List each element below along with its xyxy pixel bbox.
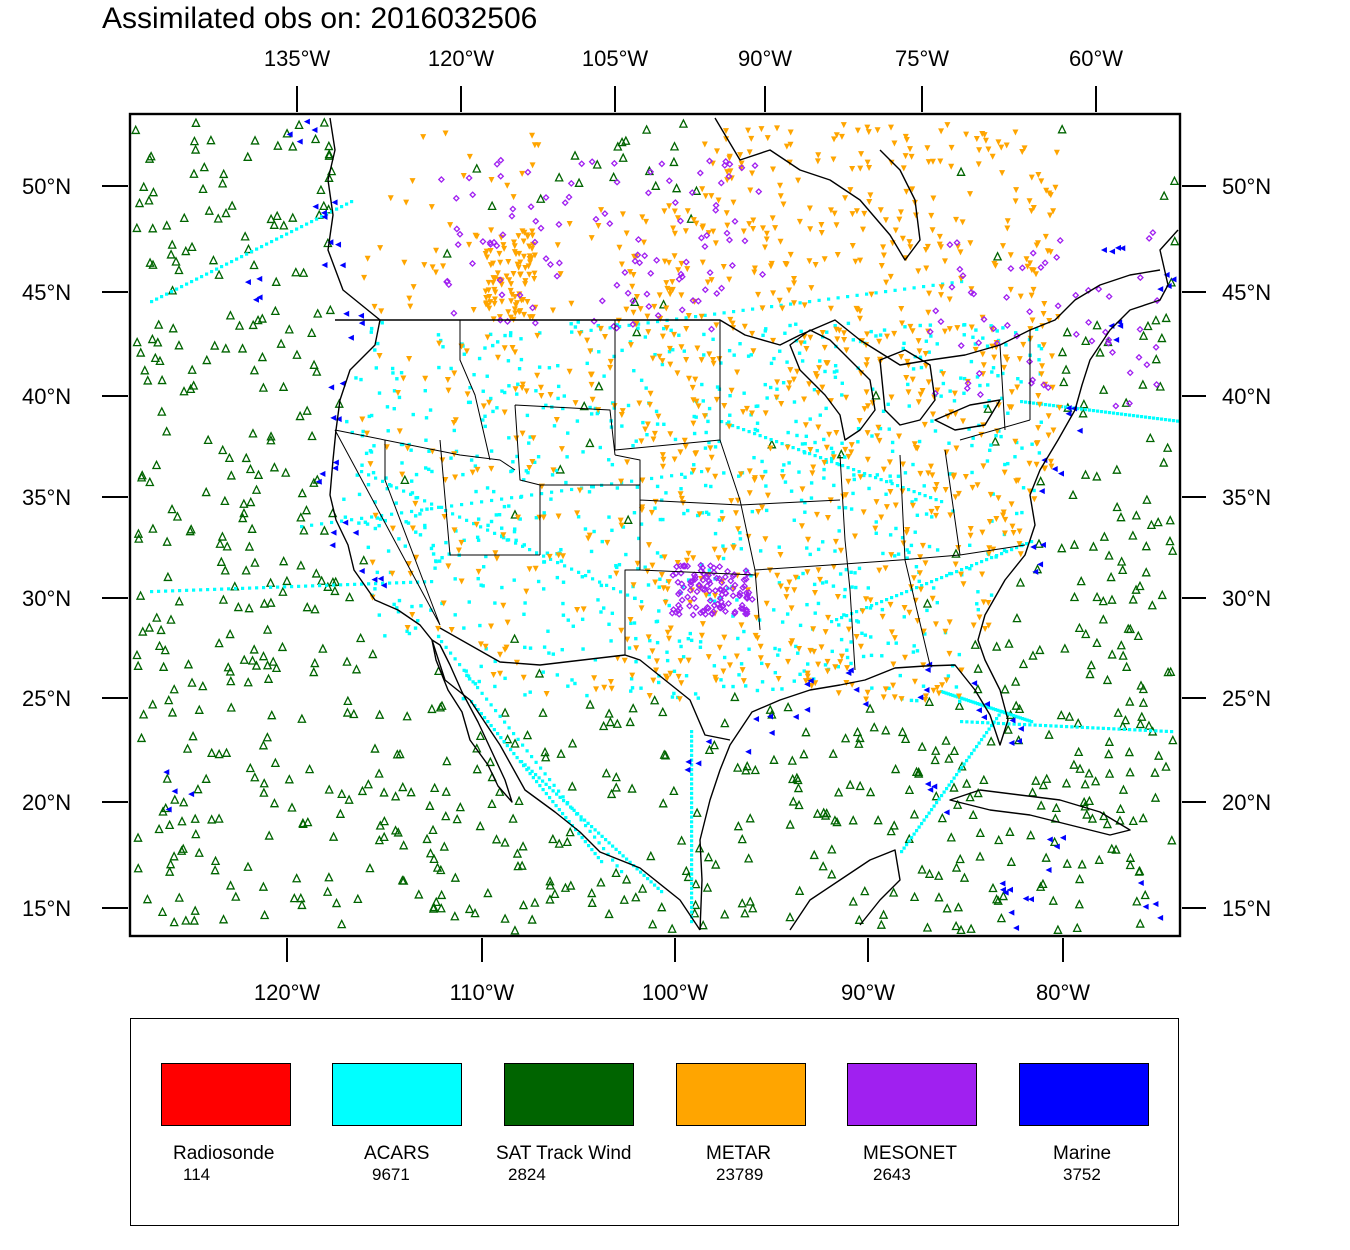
us-canada-border [335, 269, 1161, 366]
right-tick-label: 25°N [1222, 686, 1271, 711]
top-tick-label: 90°W [738, 46, 792, 71]
top-tick-label: 135°W [264, 46, 331, 71]
top-tick-label: 75°W [895, 46, 949, 71]
legend-label: Radiosonde [173, 1143, 275, 1164]
map-area [131, 117, 1180, 935]
great-lakes-outline [789, 329, 1001, 441]
gulf-coastline [699, 229, 1179, 931]
legend-item-radiosonde: Radiosonde 114 [161, 1063, 291, 1184]
left-tick-label: 15°N [22, 896, 71, 921]
top-tick-label: 105°W [582, 46, 649, 71]
left-tick-label: 25°N [22, 686, 71, 711]
right-tick-label: 35°N [1222, 485, 1271, 510]
yucatan-coast [789, 849, 901, 931]
legend-label: Marine [1053, 1143, 1112, 1164]
marine-layer [163, 118, 1177, 931]
legend-count: 2643 [873, 1165, 911, 1184]
left-tick-label: 40°N [22, 384, 71, 409]
right-tick-label: 20°N [1222, 790, 1271, 815]
right-tick-label: 50°N [1222, 174, 1271, 199]
right-tick-label: 15°N [1222, 896, 1271, 921]
legend-count: 23789 [716, 1165, 764, 1184]
bottom-tick-label: 100°W [642, 980, 709, 1005]
legend-swatch [676, 1063, 806, 1126]
pacific-coastline [327, 117, 701, 931]
metar-layer [359, 122, 1063, 703]
legend-count: 3752 [1063, 1165, 1101, 1184]
legend-item-mesonet: MESONET 2643 [847, 1063, 977, 1184]
legend-swatch [504, 1063, 634, 1126]
map-frame [128, 112, 1182, 938]
bottom-tick-label: 90°W [841, 980, 895, 1005]
legend-count: 2824 [508, 1165, 546, 1184]
cuba-outline [949, 789, 1131, 836]
sat-track-wind-layer [131, 117, 1180, 935]
legend-item-acars: ACARS 9671 [332, 1063, 462, 1184]
legend-item-marine: Marine 3752 [1019, 1063, 1149, 1184]
hudson-bay-outline [714, 117, 921, 261]
legend: Radiosonde 114 ACARS 9671 SAT Track Wind… [130, 1018, 1179, 1226]
left-tick-label: 45°N [22, 280, 71, 305]
mesonet-layer [437, 156, 1161, 619]
legend-item-metar: METAR 23789 [676, 1063, 806, 1184]
legend-label: SAT Track Wind [496, 1143, 632, 1164]
state-lines [334, 320, 1031, 671]
legend-count: 114 [183, 1165, 211, 1184]
legend-label: ACARS [364, 1143, 430, 1164]
left-tick-label: 30°N [22, 586, 71, 611]
legend-swatch [1019, 1063, 1149, 1126]
left-tick-label: 20°N [22, 790, 71, 815]
tick-marks [102, 86, 1206, 962]
acars-layer [150, 200, 1180, 924]
legend-swatch [161, 1063, 291, 1126]
legend-label: MESONET [863, 1143, 957, 1164]
legend-swatch [332, 1063, 462, 1126]
top-tick-label: 60°W [1069, 46, 1123, 71]
right-tick-label: 30°N [1222, 586, 1271, 611]
map-title: Assimilated obs on: 2016032506 [102, 2, 538, 35]
legend-label: METAR [706, 1143, 772, 1164]
left-tick-label: 35°N [22, 485, 71, 510]
legend-count: 9671 [372, 1165, 410, 1184]
top-tick-label: 120°W [428, 46, 495, 71]
legend-swatch [847, 1063, 977, 1126]
legend-item-sat-track-wind: SAT Track Wind 2824 [496, 1063, 634, 1184]
bottom-tick-label: 80°W [1036, 980, 1090, 1005]
us-mexico-border [439, 627, 731, 741]
bottom-tick-label: 110°W [450, 980, 515, 1005]
left-tick-label: 50°N [22, 174, 71, 199]
baja-peninsula [431, 639, 513, 803]
bottom-tick-label: 120°W [254, 980, 321, 1005]
right-tick-label: 40°N [1222, 384, 1271, 409]
coastline-boundaries [327, 117, 1179, 931]
map-figure: 135°W 120°W 105°W 90°W 75°W 60°W 120°W 1… [22, 46, 1271, 1005]
right-tick-label: 45°N [1222, 280, 1271, 305]
